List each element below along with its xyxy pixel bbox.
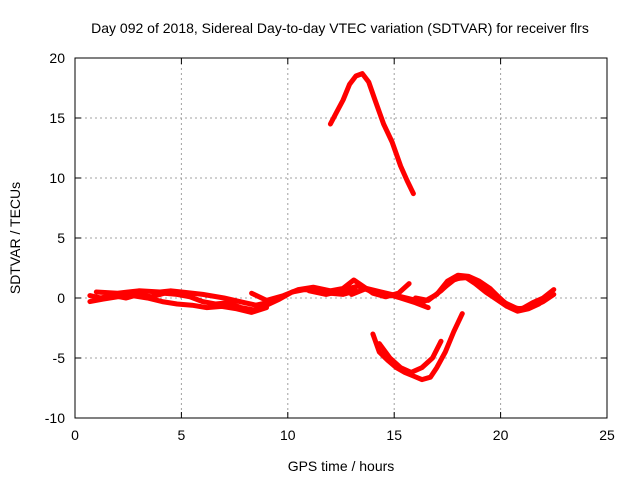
- x-axis-label: GPS time / hours: [288, 458, 395, 474]
- series-layer: [87, 71, 557, 383]
- x-tick-label: 0: [71, 427, 79, 443]
- series-line-arc-8: [440, 273, 542, 314]
- x-tick-label: 5: [178, 427, 186, 443]
- y-tick-label: 0: [57, 290, 65, 306]
- x-tick-label: 10: [280, 427, 296, 443]
- y-tick-label: 20: [49, 50, 65, 66]
- grid: [75, 58, 607, 418]
- ticks: [74, 57, 608, 419]
- y-tick-label: -5: [53, 350, 66, 366]
- y-tick-label: 10: [49, 170, 65, 186]
- series-line-arc-3: [93, 288, 280, 308]
- y-tick-label: -10: [45, 410, 65, 426]
- y-tick-label: 5: [57, 230, 65, 246]
- y-tick-label: 15: [49, 110, 65, 126]
- series-line-arc-9: [327, 71, 416, 197]
- y-axis-label: SDTVAR / TECUs: [7, 182, 23, 294]
- x-tick-label: 15: [386, 427, 402, 443]
- x-tick-label: 20: [493, 427, 509, 443]
- x-tick-label: 25: [599, 427, 615, 443]
- chart-title: Day 092 of 2018, Sidereal Day-to-day VTE…: [91, 20, 589, 36]
- series-line-arc-10: [370, 311, 465, 383]
- series-line-arc-11: [376, 338, 444, 375]
- tick-labels: 0 5 10 15 20 25 -10 -5 0 5 10 15 20: [45, 50, 615, 443]
- series-line-arc-2: [87, 293, 269, 315]
